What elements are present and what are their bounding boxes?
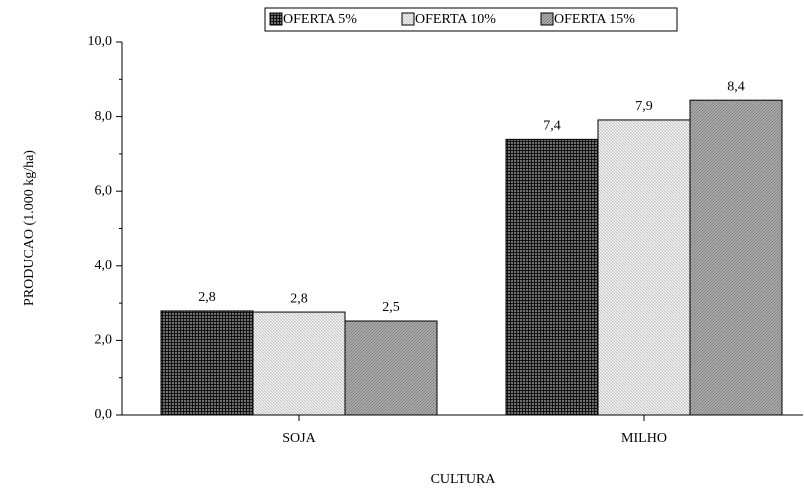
bar bbox=[344, 320, 438, 416]
x-tick-label: MILHO bbox=[621, 431, 667, 446]
value-label: 7,9 bbox=[635, 99, 653, 114]
legend-label: OFERTA 10% bbox=[415, 12, 496, 27]
legend-swatch bbox=[269, 12, 283, 26]
bar bbox=[252, 311, 346, 416]
y-tick-label: 6,0 bbox=[95, 183, 113, 198]
value-label: 2,5 bbox=[382, 300, 400, 315]
x-tick-label: SOJA bbox=[282, 431, 316, 446]
legend bbox=[264, 7, 678, 32]
value-label: 2,8 bbox=[290, 291, 308, 306]
value-label: 7,4 bbox=[543, 119, 561, 134]
legend-label: OFERTA 15% bbox=[554, 12, 635, 27]
legend-swatch bbox=[540, 12, 554, 26]
value-label: 8,4 bbox=[727, 79, 745, 94]
bar bbox=[689, 99, 783, 416]
y-tick-label: 2,0 bbox=[95, 333, 113, 348]
legend-swatch bbox=[401, 12, 415, 26]
y-tick-label: 4,0 bbox=[95, 258, 113, 273]
bar bbox=[597, 119, 691, 416]
x-axis-label: CULTURA bbox=[431, 472, 497, 487]
y-tick-label: 0,0 bbox=[95, 407, 113, 422]
y-tick-label: 10,0 bbox=[88, 34, 113, 49]
y-axis-label: PRODUCAO (1.000 kg/ha) bbox=[22, 150, 37, 306]
bar bbox=[505, 138, 599, 416]
y-tick-label: 8,0 bbox=[95, 109, 113, 124]
legend-label: OFERTA 5% bbox=[283, 12, 357, 27]
value-label: 2,8 bbox=[198, 290, 216, 305]
bar bbox=[160, 310, 254, 416]
